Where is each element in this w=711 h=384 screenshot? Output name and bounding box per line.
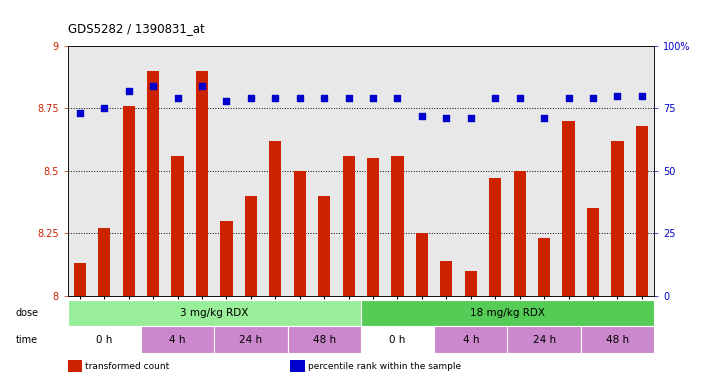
Bar (587, 209, 599, 296)
Bar (291, 360, 305, 372)
Text: 4 h: 4 h (169, 335, 186, 345)
Text: dose: dose (15, 308, 38, 318)
Bar (245, 196, 257, 296)
Bar (416, 233, 428, 296)
Bar (74, 263, 86, 296)
Point (563, 95, 574, 101)
Text: 48 h: 48 h (313, 335, 336, 345)
Bar (214, 326, 287, 353)
Bar (361, 300, 654, 326)
Bar (391, 156, 404, 296)
Point (294, 95, 306, 101)
Bar (440, 261, 452, 296)
Bar (508, 326, 581, 353)
Bar (220, 221, 232, 296)
Text: 48 h: 48 h (606, 335, 629, 345)
Bar (513, 171, 526, 296)
Bar (343, 156, 355, 296)
Text: percentile rank within the sample: percentile rank within the sample (308, 362, 461, 371)
Text: 18 mg/kg RDX: 18 mg/kg RDX (470, 308, 545, 318)
Point (319, 95, 330, 101)
Bar (287, 326, 360, 353)
Bar (171, 156, 183, 296)
Point (587, 95, 599, 101)
Bar (367, 158, 379, 296)
Point (269, 95, 281, 101)
Point (538, 115, 550, 121)
Bar (581, 326, 654, 353)
Bar (196, 71, 208, 296)
Bar (465, 271, 477, 296)
Text: 0 h: 0 h (96, 335, 112, 345)
Point (392, 95, 403, 101)
Bar (122, 106, 135, 296)
Text: 24 h: 24 h (240, 335, 262, 345)
Point (416, 113, 427, 119)
Text: GDS5282 / 1390831_at: GDS5282 / 1390831_at (68, 22, 204, 35)
Bar (434, 326, 508, 353)
Bar (141, 326, 214, 353)
Bar (489, 178, 501, 296)
Bar (636, 126, 648, 296)
Point (343, 95, 354, 101)
Bar (538, 238, 550, 296)
Point (611, 93, 623, 99)
Point (245, 95, 257, 101)
Point (196, 83, 208, 89)
Point (99, 106, 110, 112)
Text: 0 h: 0 h (390, 335, 406, 345)
Bar (294, 171, 306, 296)
Point (465, 115, 476, 121)
Point (514, 95, 525, 101)
Bar (318, 196, 331, 296)
Bar (98, 228, 110, 296)
Point (172, 95, 183, 101)
Text: transformed count: transformed count (85, 362, 169, 371)
Point (368, 95, 379, 101)
Point (123, 88, 134, 94)
Bar (269, 141, 282, 296)
Point (441, 115, 452, 121)
Bar (562, 121, 574, 296)
Text: 4 h: 4 h (463, 335, 479, 345)
Bar (68, 360, 82, 372)
Point (490, 95, 501, 101)
Bar (611, 141, 624, 296)
Text: 3 mg/kg RDX: 3 mg/kg RDX (180, 308, 248, 318)
Point (636, 93, 648, 99)
Text: time: time (16, 335, 38, 345)
Bar (361, 326, 434, 353)
Bar (147, 71, 159, 296)
Point (74, 111, 85, 117)
Bar (68, 326, 141, 353)
Point (220, 98, 232, 104)
Bar (68, 300, 361, 326)
Point (147, 83, 159, 89)
Text: 24 h: 24 h (533, 335, 556, 345)
